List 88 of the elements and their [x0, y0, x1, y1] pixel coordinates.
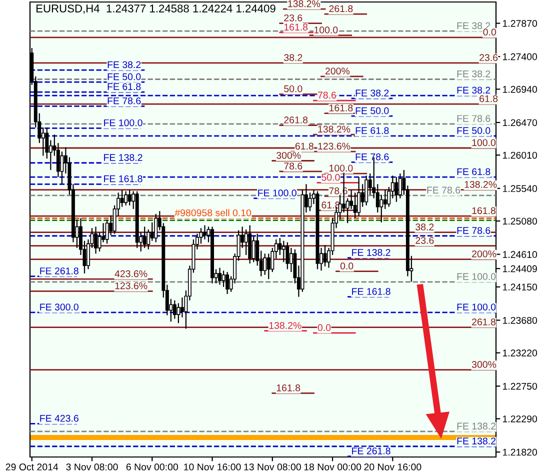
annotation: FE 100.0	[457, 273, 496, 280]
x-tick-label: 18 Nov 00:00	[304, 464, 362, 470]
annotation: FE 61.8	[457, 168, 490, 176]
annotation: 123.6%	[115, 282, 148, 290]
y-tick-label: 1.27400	[502, 53, 538, 60]
annotation: 23.6	[480, 54, 498, 62]
y-tick-label: 1.25080	[502, 218, 538, 225]
annotation: FE 38.2	[356, 90, 389, 96]
annotation: FE 100.0	[104, 119, 142, 126]
y-tick-label: 1.27870	[502, 20, 538, 27]
annotation: 161.8	[472, 207, 496, 214]
annotation: FE 78.6	[356, 153, 389, 160]
y-tick-label: 1.24150	[502, 284, 538, 291]
annotation: 0.0	[340, 262, 354, 270]
x-tick-label: 3 Nov 08:00	[66, 464, 118, 470]
annotation: 38.2	[416, 224, 434, 230]
annotation: 23.6	[284, 14, 302, 22]
y-tick-label: 1.26010	[502, 152, 538, 159]
annotation: FE 261.8	[352, 447, 390, 454]
annotation: FE 38.2	[457, 86, 490, 94]
annotation: FE 261.8	[40, 267, 78, 274]
annotation: FE 61.8	[108, 83, 141, 90]
annotation: 161.8	[284, 24, 308, 31]
annotation: FE 138.2	[457, 422, 496, 430]
annotation: 138.2%	[269, 322, 302, 329]
annotation: 50.0	[322, 174, 340, 181]
annotation: FE 100.0	[457, 304, 496, 310]
x-tick-label: 20 Nov 16:00	[364, 464, 422, 470]
y-tick-label: 1.22290	[502, 415, 538, 422]
annotation: 123.6%	[318, 142, 350, 150]
y-tick-label: 1.21820	[502, 448, 538, 456]
annotation: 261.8	[329, 5, 353, 12]
annotation: FE 50.0	[457, 127, 490, 134]
annotation: 100.0	[472, 139, 496, 146]
y-tick-label: 1.22750	[502, 382, 538, 390]
annotation: 61.8	[295, 142, 314, 150]
annotation: FE 78.6	[108, 97, 141, 104]
x-tick-label: 13 Nov 08:00	[244, 464, 301, 470]
annotation: FE 138.2	[104, 154, 142, 161]
annotation: FE 138.2	[352, 249, 390, 256]
annotation: 300%	[472, 361, 496, 368]
y-tick-label: 1.24409	[502, 265, 537, 272]
y-tick-label: 1.23220	[502, 350, 538, 356]
y-tick-label: 1.23680	[502, 316, 538, 324]
annotation: 138.2%	[464, 181, 497, 188]
annotation: FE 38.2	[457, 70, 490, 78]
annotation: 161.8	[330, 104, 353, 112]
annotation: FE 423.6	[40, 414, 78, 422]
annotation: 300%	[276, 152, 301, 159]
annotation: 78.6	[318, 92, 336, 99]
annotation: 200%	[325, 68, 350, 74]
annotation: FE 138.2	[457, 438, 496, 444]
annotation: 78.6	[284, 162, 302, 170]
y-tick-label: 1.26940	[502, 86, 538, 93]
annotation: FE 161.8	[104, 175, 142, 182]
annotation: 0.0	[483, 28, 496, 36]
annotation: FE 78.6	[457, 115, 490, 122]
annotation: 261.8	[472, 318, 496, 326]
annotation: 261.8	[284, 116, 308, 124]
annotation: FE 161.8	[352, 288, 390, 295]
annotation: 138.2%	[288, 0, 320, 8]
annotation: 138.2%	[318, 126, 350, 133]
annotation: FE 61.8	[356, 127, 389, 134]
annotation: FE 300.0	[40, 304, 78, 310]
y-tick-label: 1.24610	[502, 251, 538, 258]
annotation: 23.6	[416, 236, 434, 244]
annotation: 161.8	[276, 384, 300, 392]
annotation: 38.2	[284, 54, 302, 62]
y-tick-label: 1.26470	[502, 119, 538, 126]
x-tick-label: 29 Oct 2014	[6, 464, 58, 470]
annotation: FE 50.0	[356, 107, 389, 114]
annotation: 423.6%	[114, 270, 148, 278]
annotation: 100.0	[330, 164, 353, 172]
annotation: 0.0	[318, 324, 331, 332]
x-tick-label: 6 Nov 00:00	[126, 464, 178, 470]
annotation: FE 100.0	[258, 190, 296, 196]
annotation: 200%	[472, 250, 496, 258]
chart-title: EURUSD,H4 1.24377 1.24588 1.24224 1.24409	[36, 4, 276, 14]
annotation: FE 78.6	[427, 186, 460, 194]
annotation: 50.0	[284, 85, 302, 92]
annotation: 100.0	[314, 26, 338, 34]
y-tick-label: 1.25540	[502, 185, 538, 192]
annotation: 61.8	[480, 95, 498, 102]
annotation: FE 50.0	[108, 73, 141, 80]
annotation: #980958 sell 0.10	[174, 209, 252, 216]
annotation: FE 38.2	[108, 61, 141, 68]
x-tick-label: 10 Nov 16:00	[184, 464, 241, 470]
annotation: FE 78.6	[457, 227, 490, 234]
